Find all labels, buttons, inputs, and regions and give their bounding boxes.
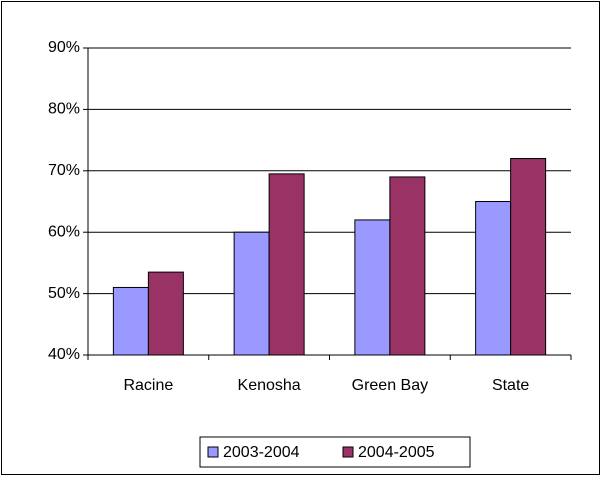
legend-box xyxy=(199,436,471,468)
bar xyxy=(354,219,391,356)
bar xyxy=(510,158,547,356)
bar xyxy=(389,176,426,356)
legend-swatch xyxy=(207,446,219,458)
y-tick-label: 40% xyxy=(48,346,80,363)
y-tick-label: 70% xyxy=(48,162,80,179)
x-tick-label: Green Bay xyxy=(352,377,428,394)
bar xyxy=(475,201,512,356)
bar xyxy=(112,286,149,356)
bar xyxy=(233,231,270,356)
legend-label: 2004-2005 xyxy=(358,444,435,461)
bar xyxy=(147,271,184,356)
y-tick-label: 80% xyxy=(48,101,80,118)
y-tick-label: 50% xyxy=(48,285,80,302)
legend-swatch xyxy=(342,446,354,458)
y-tick-label: 60% xyxy=(48,223,80,240)
x-tick-label: State xyxy=(492,377,529,394)
legend-label: 2003-2004 xyxy=(223,444,300,461)
bar xyxy=(268,173,305,356)
x-tick-label: Kenosha xyxy=(238,377,301,394)
x-tick-label: Racine xyxy=(123,377,173,394)
y-tick-label: 90% xyxy=(48,39,80,56)
